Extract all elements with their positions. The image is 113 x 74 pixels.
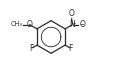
Text: O: O bbox=[68, 9, 74, 18]
Text: F: F bbox=[68, 44, 72, 53]
Text: O: O bbox=[27, 20, 33, 29]
Text: −: − bbox=[79, 21, 83, 26]
Text: +: + bbox=[71, 21, 76, 26]
Text: CH₃: CH₃ bbox=[11, 21, 22, 27]
Text: N: N bbox=[69, 20, 74, 29]
Text: F: F bbox=[29, 44, 34, 53]
Text: O: O bbox=[79, 20, 85, 29]
